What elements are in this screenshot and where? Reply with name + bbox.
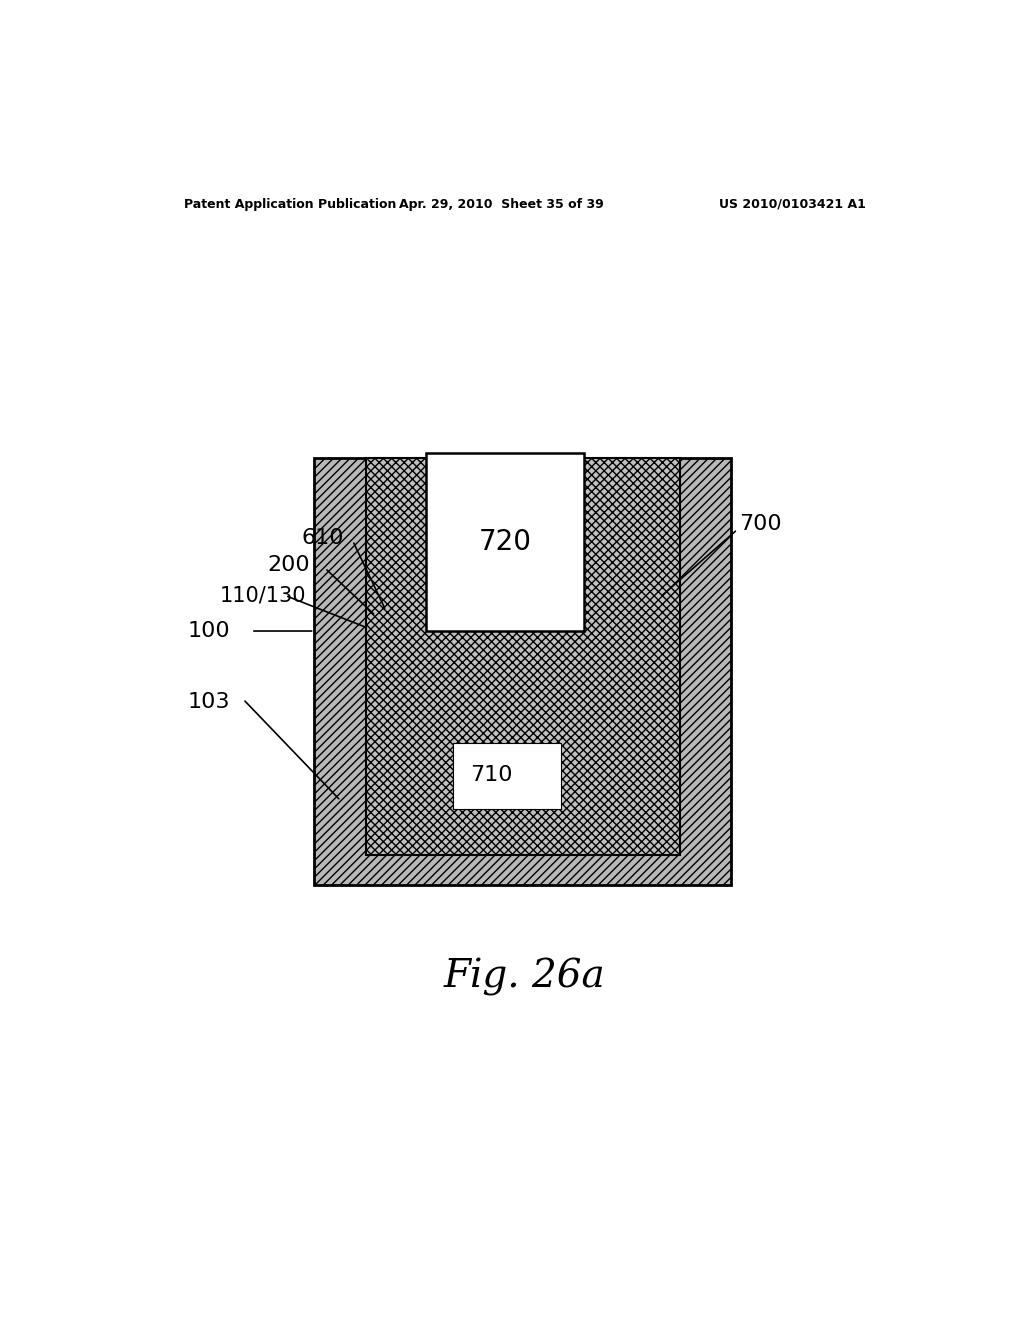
Text: 103: 103	[187, 692, 230, 713]
Text: US 2010/0103421 A1: US 2010/0103421 A1	[719, 198, 866, 211]
Bar	[314, 458, 731, 886]
Text: Apr. 29, 2010  Sheet 35 of 39: Apr. 29, 2010 Sheet 35 of 39	[398, 198, 603, 211]
Text: 720: 720	[478, 528, 531, 556]
Text: Patent Application Publication: Patent Application Publication	[183, 198, 396, 211]
Text: Fig. 26a: Fig. 26a	[444, 957, 605, 995]
Text: 610: 610	[301, 528, 343, 548]
Bar	[426, 453, 585, 631]
Bar	[367, 458, 680, 854]
Text: 200: 200	[267, 554, 309, 576]
Text: 700: 700	[739, 515, 781, 535]
Text: 100: 100	[187, 620, 230, 642]
Bar	[454, 743, 560, 809]
Text: 110/130: 110/130	[219, 586, 306, 606]
Text: 710: 710	[470, 766, 513, 785]
